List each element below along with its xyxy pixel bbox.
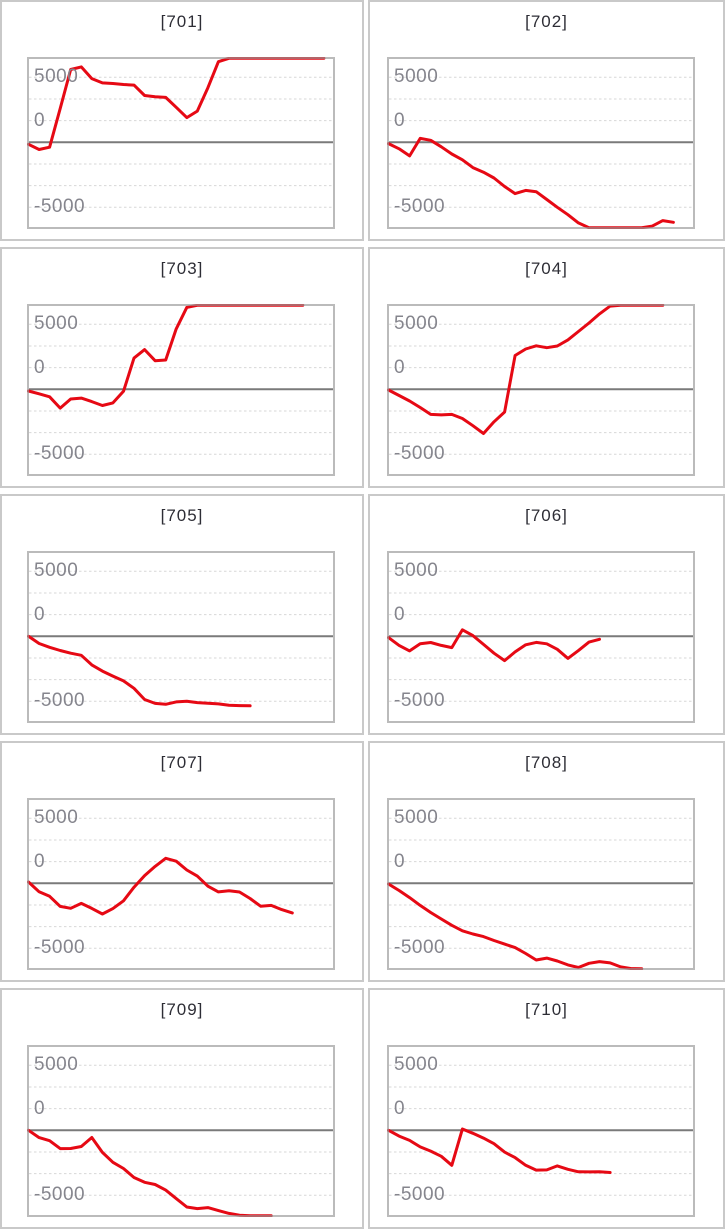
plot-area: 5000 0 -5000 [27,551,335,723]
plot-area: 5000 0 -5000 [387,798,695,970]
line-chart-svg [27,1045,335,1217]
chart-card: [708] 5000 0 -5000 [368,741,725,982]
chart-title: [708] [525,753,568,772]
chart-title: [701] [160,12,204,31]
line-chart-svg [387,1045,695,1217]
chart-title: [706] [525,506,568,525]
chart-card: [710] 5000 0 -5000 [368,988,725,1229]
plot-area: 5000 0 -5000 [387,1045,695,1217]
line-chart-svg [387,304,695,476]
chart-title: [703] [160,259,204,278]
line-chart-svg [27,798,335,970]
line-chart-svg [387,551,695,723]
plot-area: 5000 0 -5000 [387,57,695,229]
line-chart-svg [387,57,695,229]
plot-area: 5000 0 -5000 [27,304,335,476]
chart-title: [705] [160,506,204,525]
chart-card: [706] 5000 0 -5000 [368,494,725,735]
chart-card: [704] 5000 0 -5000 [368,247,725,488]
chart-card: [707] 5000 0 -5000 [0,741,364,982]
line-chart-svg [27,57,335,229]
chart-title: [702] [525,12,568,31]
chart-card: [705] 5000 0 -5000 [0,494,364,735]
plot-area: 5000 0 -5000 [27,798,335,970]
chart-title: [704] [525,259,568,278]
line-chart-svg [387,798,695,970]
chart-card: [709] 5000 0 -5000 [0,988,364,1229]
plot-area: 5000 0 -5000 [27,1045,335,1217]
line-chart-svg [27,551,335,723]
chart-title: [710] [525,1000,568,1019]
chart-card: [701] 5000 0 -5000 [0,0,364,241]
plot-area: 5000 0 -5000 [27,57,335,229]
line-chart-svg [27,304,335,476]
plot-area: 5000 0 -5000 [387,551,695,723]
chart-title: [707] [160,753,204,772]
chart-card: [702] 5000 0 -5000 [368,0,725,241]
chart-card: [703] 5000 0 -5000 [0,247,364,488]
plot-area: 5000 0 -5000 [387,304,695,476]
chart-title: [709] [160,1000,204,1019]
